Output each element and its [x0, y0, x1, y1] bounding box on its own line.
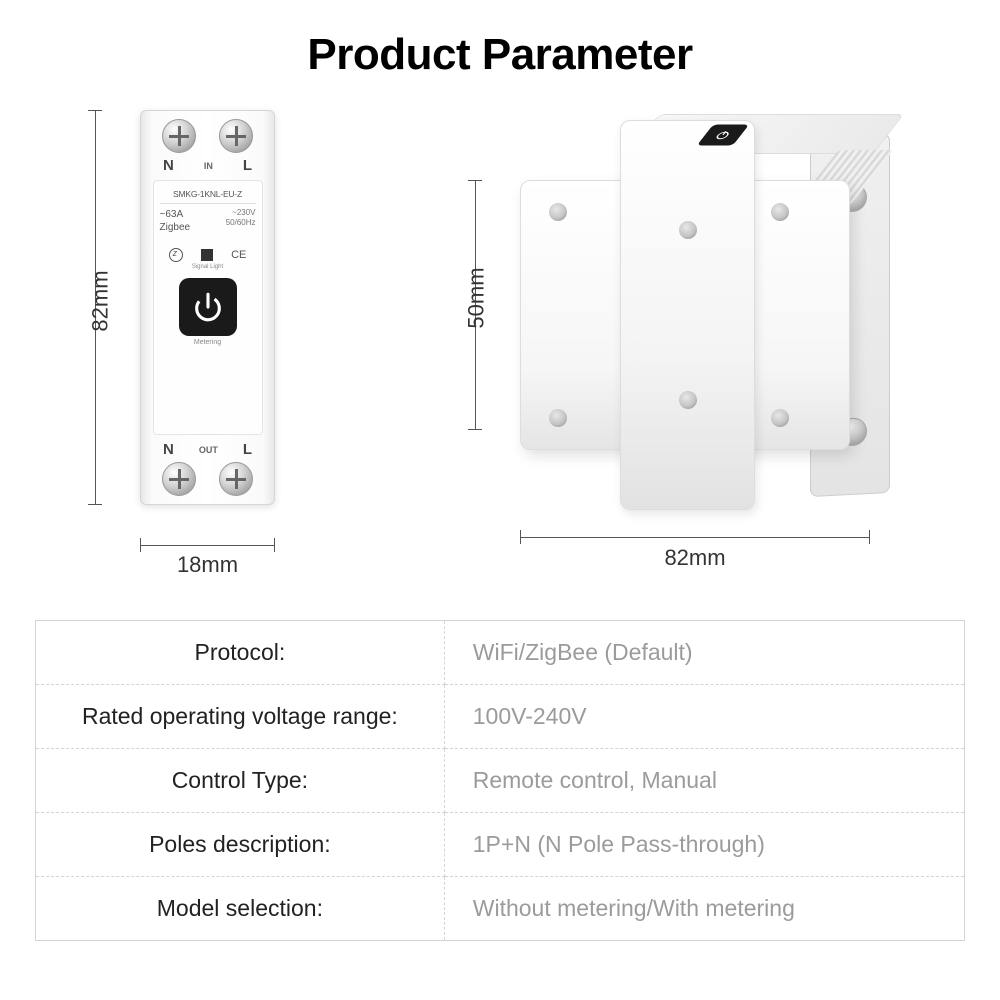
- terminal-row-bottom: [141, 460, 274, 504]
- products-row: 82mm N IN L SMKG-1KNL-EU-Z ~63A Zigbee: [0, 90, 1000, 610]
- device-front-plate: SMKG-1KNL-EU-Z ~63A Zigbee ~230V 50/60Hz…: [153, 180, 263, 435]
- dim-side-width-label: 82mm: [520, 545, 870, 571]
- amp-rating: ~63A: [160, 208, 191, 221]
- table-row: Rated operating voltage range: 100V-240V: [36, 685, 965, 749]
- spec-value: Without metering/With metering: [444, 877, 964, 941]
- in-label: IN: [204, 161, 213, 171]
- spec-key: Poles description:: [36, 813, 445, 877]
- table-row: Control Type: Remote control, Manual: [36, 749, 965, 813]
- spec-table-body: Protocol: WiFi/ZigBee (Default) Rated op…: [36, 621, 965, 941]
- power-button: [179, 278, 237, 336]
- signal-light-icon: [201, 249, 213, 261]
- metering-label: Metering: [194, 339, 221, 346]
- n-label: N: [163, 157, 174, 174]
- dim-front-width: 18mm: [140, 530, 275, 560]
- voltage-label: ~230V: [226, 208, 256, 218]
- power-icon: [711, 129, 736, 140]
- ce-mark: CE: [231, 249, 246, 261]
- mount-hole-icon: [549, 203, 567, 221]
- mount-hole-icon: [771, 409, 789, 427]
- frequency-label: 50/60Hz: [226, 218, 256, 228]
- dim-front-width-label: 18mm: [140, 552, 275, 578]
- model-number: SMKG-1KNL-EU-Z: [160, 189, 256, 204]
- screw-terminal-icon: [162, 119, 196, 153]
- mount-hole-icon: [549, 409, 567, 427]
- dim-side-height: 50mm: [460, 180, 490, 430]
- spec-key: Protocol:: [36, 621, 445, 685]
- spec-key: Model selection:: [36, 877, 445, 941]
- spec-value: 100V-240V: [444, 685, 964, 749]
- terminal-row-top: [141, 111, 274, 155]
- power-icon: [191, 290, 225, 324]
- dim-side-width: 82mm: [520, 525, 870, 555]
- screw-terminal-icon: [219, 462, 253, 496]
- spec-value: 1P+N (N Pole Pass-through): [444, 813, 964, 877]
- product-front-view: 82mm N IN L SMKG-1KNL-EU-Z ~63A Zigbee: [80, 100, 370, 590]
- nl-row-bottom: N OUT L: [141, 439, 274, 460]
- mount-hole-icon: [679, 391, 697, 409]
- product-side-view: 50mm: [450, 100, 920, 590]
- signal-light-label: Signal Light: [160, 264, 256, 270]
- cert-row: CE: [160, 248, 256, 262]
- device-side-raised: [620, 120, 755, 510]
- screw-terminal-icon: [162, 462, 196, 496]
- spec-key: Control Type:: [36, 749, 445, 813]
- table-row: Model selection: Without metering/With m…: [36, 877, 965, 941]
- dim-front-height-label: 82mm: [88, 270, 114, 331]
- l-label: L: [243, 157, 252, 174]
- nl-row-top: N IN L: [141, 155, 274, 176]
- zigbee-icon: [169, 248, 183, 262]
- table-row: Protocol: WiFi/ZigBee (Default): [36, 621, 965, 685]
- n-label: N: [163, 441, 174, 458]
- spec-key: Rated operating voltage range:: [36, 685, 445, 749]
- page-title: Product Parameter: [0, 0, 1000, 90]
- mount-hole-icon: [771, 203, 789, 221]
- dim-front-height: 82mm: [80, 110, 110, 505]
- screw-terminal-icon: [219, 119, 253, 153]
- spec-table: Protocol: WiFi/ZigBee (Default) Rated op…: [35, 620, 965, 941]
- l-label: L: [243, 441, 252, 458]
- mount-hole-icon: [679, 221, 697, 239]
- device-side-body: [520, 120, 900, 520]
- spec-value: WiFi/ZigBee (Default): [444, 621, 964, 685]
- out-label: OUT: [199, 445, 218, 455]
- table-row: Poles description: 1P+N (N Pole Pass-thr…: [36, 813, 965, 877]
- device-front-body: N IN L SMKG-1KNL-EU-Z ~63A Zigbee ~230V …: [140, 110, 275, 505]
- spec-value: Remote control, Manual: [444, 749, 964, 813]
- protocol-label: Zigbee: [160, 221, 191, 234]
- dim-side-height-label: 50mm: [464, 267, 490, 328]
